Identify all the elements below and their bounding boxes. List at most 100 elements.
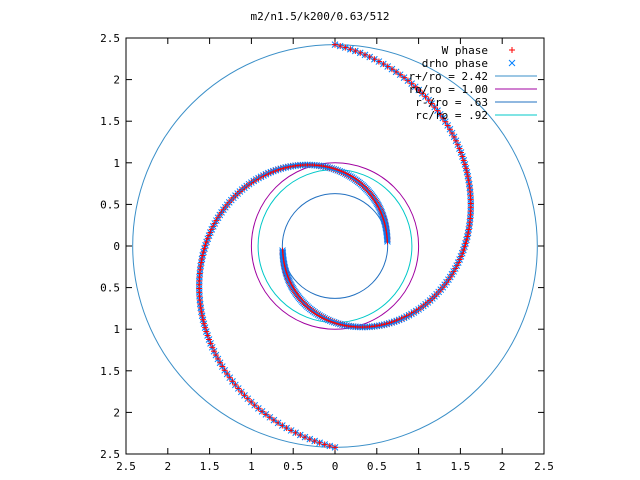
w-phase-point: [238, 388, 245, 395]
legend-label: W phase: [442, 44, 488, 57]
w-phase-point: [229, 378, 236, 385]
w-phase-point: [408, 80, 415, 87]
w-phase-point: [439, 114, 446, 121]
w-phase-point: [321, 441, 328, 448]
w-phase-point: [442, 118, 449, 125]
w-phase-point: [412, 83, 419, 90]
x-tick-label: 2.5: [534, 460, 554, 473]
w-phase-point: [362, 51, 369, 58]
w-phase-point: [259, 408, 266, 415]
x-tick-label: 0.5: [367, 460, 387, 473]
x-tick-label: 1: [248, 460, 255, 473]
w-phase-point: [221, 367, 228, 374]
w-phase-point: [337, 43, 344, 50]
w-phase-point: [422, 93, 429, 100]
y-tick-label: 1: [113, 323, 120, 336]
w-phase-point: [463, 169, 470, 176]
x-tick-label: 2: [164, 460, 171, 473]
x-tick-label: 1.5: [200, 460, 220, 473]
y-tick-label: 1: [113, 157, 120, 170]
w-phase-point: [509, 47, 515, 53]
w-phase-point: [465, 177, 472, 184]
w-phase-point: [197, 304, 204, 311]
w-phase-point: [404, 77, 411, 84]
y-tick-label: 0: [113, 240, 120, 253]
w-phase-point: [198, 256, 205, 263]
w-phase-point: [202, 324, 209, 331]
w-phase-point: [465, 226, 472, 233]
x-tick-label: 0: [332, 460, 339, 473]
w-phase-point: [415, 87, 422, 94]
radius-circle: [281, 193, 389, 299]
legend-label: drho phase: [422, 57, 488, 70]
w-phase-point: [301, 434, 308, 441]
x-tick-label: 0.5: [283, 460, 303, 473]
y-tick-label: 0.5: [100, 198, 120, 211]
w-phase-point: [197, 300, 204, 307]
x-tick-label: 2.5: [116, 460, 136, 473]
w-phase-point: [428, 100, 435, 107]
w-phase-point: [224, 371, 231, 378]
w-phase-point: [244, 395, 251, 402]
w-phase-point: [332, 444, 338, 451]
w-phase-point: [316, 439, 323, 446]
w-phase-point: [248, 398, 255, 405]
w-phase-point: [200, 316, 207, 323]
y-tick-label: 2: [113, 74, 120, 87]
y-tick-label: 1.5: [100, 365, 120, 378]
w-phase-point: [434, 107, 441, 114]
w-phase-point: [425, 97, 432, 104]
w-phase-point: [419, 90, 426, 97]
w-phase-point: [465, 229, 472, 236]
legend-label: ro/ro = 1.00: [409, 83, 488, 96]
w-phase-point: [437, 111, 444, 118]
y-tick-label: 2: [113, 406, 120, 419]
x-tick-label: 2: [499, 460, 506, 473]
x-tick-label: 1: [415, 460, 422, 473]
radius-circle: [250, 162, 420, 330]
w-phase-point: [255, 405, 262, 412]
w-phase-point: [464, 233, 471, 240]
w-phase-point: [401, 74, 408, 81]
legend-label: r+/ro = 2.42: [409, 70, 488, 83]
w-phase-point: [463, 165, 470, 172]
w-phase-point: [198, 259, 205, 266]
w-phase-point: [199, 252, 206, 259]
w-phase-point: [466, 185, 473, 192]
drho-phase-point: [508, 59, 516, 67]
w-phase-point: [464, 173, 471, 180]
w-phase-point: [200, 320, 207, 327]
y-tick-label: 0.5: [100, 282, 120, 295]
w-phase-point: [352, 47, 359, 54]
radius-circle: [257, 168, 413, 324]
w-phase-point: [347, 46, 354, 53]
w-phase-point: [232, 381, 239, 388]
w-phase-point: [326, 442, 333, 449]
w-phase-point: [461, 161, 468, 168]
w-phase-point: [262, 411, 269, 418]
w-phase-point: [226, 374, 233, 381]
w-phase-point: [266, 414, 273, 421]
w-phase-point: [466, 181, 473, 188]
legend-label: r-/ro = .63: [415, 96, 488, 109]
w-phase-point: [235, 385, 242, 392]
axis-ticks: 2.5 2 1.5 1 0.5 0 0.5 1 1.5 2 2.52.521.510.500.511…: [100, 32, 554, 473]
chart-title: m2/n1.5/k200/0.63/512: [250, 10, 389, 23]
w-phase-point: [251, 402, 258, 409]
legend-label: rc/ro = .92: [415, 109, 488, 122]
w-phase-point: [306, 436, 313, 443]
w-phase-point: [357, 49, 364, 56]
y-tick-label: 2.5: [100, 32, 120, 45]
y-tick-label: 1.5: [100, 115, 120, 128]
w-phase-point: [431, 104, 438, 111]
w-phase-point: [332, 41, 338, 48]
w-phase-point: [199, 312, 206, 319]
phase-points: [195, 41, 516, 451]
x-tick-label: 1.5: [450, 460, 470, 473]
w-phase-point: [311, 438, 318, 445]
w-phase-point: [241, 392, 248, 399]
w-phase-point: [342, 44, 349, 51]
y-tick-label: 2.5: [100, 448, 120, 461]
